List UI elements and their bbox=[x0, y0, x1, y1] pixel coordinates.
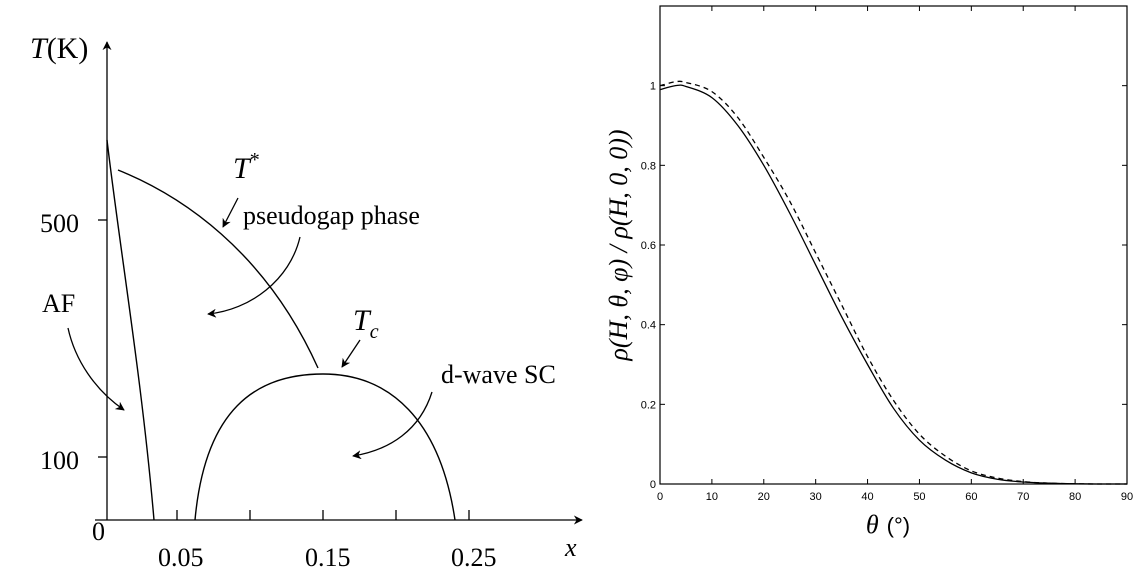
solid-series-line bbox=[659, 84, 1128, 485]
theta-symbol: θ bbox=[866, 510, 879, 539]
t-star-arrow bbox=[222, 197, 239, 228]
t-star-superscript: * bbox=[250, 149, 260, 171]
af-boundary-curve bbox=[106, 139, 155, 521]
tc-label: Tc bbox=[353, 304, 379, 343]
y-tick-label-500: 500 bbox=[40, 209, 79, 238]
x-tick-label-70: 70 bbox=[1017, 491, 1029, 503]
x-tick-label-015: 0.15 bbox=[305, 543, 351, 572]
x-tick-label-50: 50 bbox=[913, 491, 925, 503]
degree-unit: (°) bbox=[887, 513, 910, 538]
y-tick-label-0.2: 0.2 bbox=[641, 399, 656, 411]
dwave-arrow bbox=[352, 391, 433, 460]
dwave-label: d-wave SC bbox=[441, 360, 556, 389]
tc-subscript: c bbox=[370, 321, 379, 343]
x-tick-label-30: 30 bbox=[810, 491, 822, 503]
ratio-plot-panel: 0 10 20 30 40 50 60 70 80 90 0 0.2 0.4 0.6 0.8 1 θ (°) ρ… bbox=[604, 5, 1133, 539]
x-tick-label-60: 60 bbox=[965, 491, 977, 503]
data-series bbox=[659, 80, 1128, 485]
x-axis-label: θ (°) bbox=[866, 510, 910, 539]
y-tick-label-0.6: 0.6 bbox=[641, 240, 656, 252]
t-star-label: T* bbox=[233, 149, 260, 185]
x-tick-label-90: 90 bbox=[1121, 491, 1133, 503]
y-tick-label-0.8: 0.8 bbox=[641, 160, 656, 172]
pseudogap-arrow bbox=[207, 236, 301, 318]
plot-frame bbox=[659, 5, 1128, 485]
x-tick-label-025: 0.25 bbox=[451, 543, 497, 572]
x-axis-symbol: x bbox=[564, 533, 577, 562]
x-tick-label-005: 0.05 bbox=[158, 543, 204, 572]
x-tick-label-80: 80 bbox=[1069, 491, 1081, 503]
kelvin-unit: (K) bbox=[47, 32, 89, 65]
x-tick-label-0: 0 bbox=[657, 491, 663, 503]
dashed-series-line bbox=[659, 80, 1128, 485]
tc-symbol: T bbox=[353, 304, 372, 337]
y-tick-label-100: 100 bbox=[40, 446, 79, 475]
y-tick-label-1: 1 bbox=[650, 81, 656, 93]
tick-labels: 0 10 20 30 40 50 60 70 80 90 0 0.2 0.4 0.6 0.8 1 bbox=[641, 81, 1133, 503]
tc-arrow bbox=[341, 339, 361, 368]
tc-dome-curve bbox=[194, 373, 456, 521]
pseudogap-label: pseudogap phase bbox=[243, 201, 420, 230]
temperature-symbol: T bbox=[30, 32, 49, 65]
t-star-symbol: T bbox=[233, 152, 252, 185]
y-tick-label-0.4: 0.4 bbox=[641, 320, 656, 332]
x-tick-label-0: 0 bbox=[92, 517, 105, 546]
x-tick-label-10: 10 bbox=[706, 491, 718, 503]
tick-marks bbox=[659, 6, 1128, 485]
x-tick-label-20: 20 bbox=[758, 491, 770, 503]
y-tick-label-0: 0 bbox=[650, 479, 656, 491]
y-axis-label: ρ(H, θ, φ) / ρ(H, 0, 0)) bbox=[604, 129, 633, 361]
phase-diagram-panel: T(K) 500 100 0 0.05 0.15 0.25 x T* pseud… bbox=[30, 32, 583, 572]
t-star-curve bbox=[117, 169, 319, 369]
af-arrow bbox=[67, 327, 125, 411]
af-label: AF bbox=[42, 289, 75, 318]
x-tick-label-40: 40 bbox=[861, 491, 873, 503]
temperature-axis-label: T(K) bbox=[30, 32, 88, 65]
